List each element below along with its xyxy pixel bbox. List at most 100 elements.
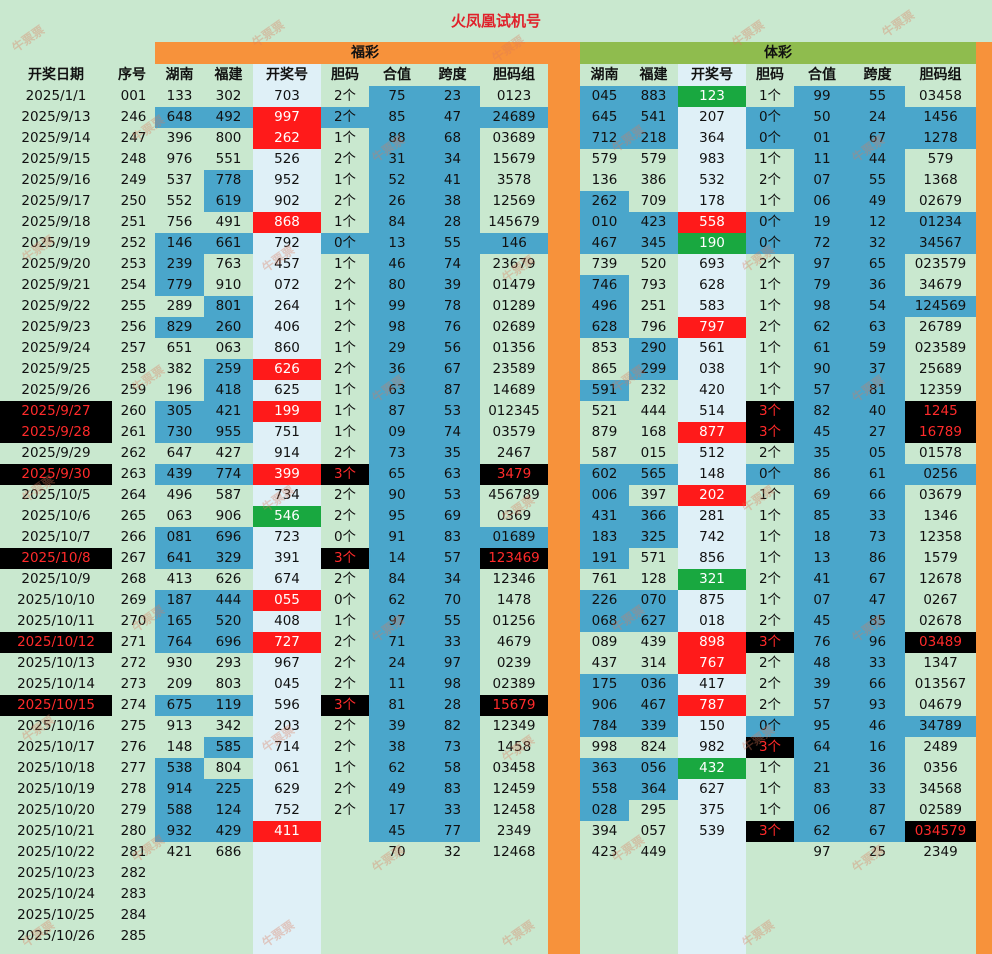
table-row: 587 015 512 2个 35 05 01578 (580, 443, 976, 464)
fucai-dan-group-cell: 1478 (496, 592, 532, 608)
fucai-dan-group-cell (480, 863, 548, 884)
fucai-hunan-header: 湖南 (165, 67, 194, 83)
table-row: 2025/10/17 276 (0, 737, 155, 758)
fucai-fujian-cell: 906 (215, 508, 242, 524)
seq-cell: 283 (120, 886, 147, 902)
ticai-sum-cell: 98 (794, 296, 850, 317)
ticai-hunan-cell: 010 (580, 212, 629, 233)
ticai-sum-cell: 50 (794, 107, 850, 128)
ticai-draw-number-cell: 539 (699, 823, 725, 839)
ticai-fujian-cell: 314 (640, 655, 667, 671)
table-row: 028 295 375 1个 06 87 02589 (580, 800, 976, 821)
ticai-draw-number-cell: 767 (678, 653, 746, 674)
ticai-fujian-cell: 070 (629, 590, 678, 611)
fucai-fujian-cell: 696 (204, 527, 253, 548)
fucai-hunan-cell (155, 863, 204, 884)
date-cell: 2025/10/9 (21, 571, 91, 587)
ticai-hunan-cell: 068 (580, 611, 629, 632)
table-row: 133 302 703 2个 75 23 0123 (155, 86, 548, 107)
ticai-dan-count-cell: 2个 (758, 613, 782, 629)
ticai-sum-cell: 97 (813, 844, 831, 860)
ticai-hunan-cell: 136 (591, 172, 618, 188)
table-row: 063 906 546 2个 95 69 0369 (155, 506, 548, 527)
fucai-sum-cell: 38 (369, 737, 425, 758)
table-row: 136 386 532 2个 07 55 1368 (580, 170, 976, 191)
ticai-fujian-header: 福建 (639, 67, 668, 83)
fucai-dan-group-cell: 15679 (492, 151, 536, 167)
ticai-span-cell: 59 (850, 338, 905, 359)
fucai-hunan-cell: 647 (166, 445, 193, 461)
fucai-dan-group-cell: 12569 (492, 193, 536, 209)
fucai-dan-count-cell: 1个 (333, 256, 357, 272)
fucai-sum-cell: 99 (369, 296, 425, 317)
ticai-dan-count-cell: 2个 (758, 676, 782, 692)
ticai-sum-cell: 57 (794, 695, 850, 716)
fucai-dan-group-cell: 03689 (492, 130, 536, 146)
table-row: 2025/10/25 284 (0, 905, 155, 926)
fucai-dan-count-cell: 2个 (333, 508, 357, 524)
ticai-fujian-cell: 565 (629, 464, 678, 485)
ticai-fujian-cell: 793 (640, 277, 667, 293)
table-row: 930 293 967 2个 24 97 0239 (155, 653, 548, 674)
seq-cell: 268 (120, 571, 147, 587)
date-cell: 2025/10/10 (17, 592, 95, 608)
fucai-fujian-cell: 429 (204, 821, 253, 842)
fucai-fujian-cell: 686 (215, 844, 242, 860)
table-row: 2025/10/11 270 (0, 611, 155, 632)
ticai-span-cell: 85 (850, 611, 905, 632)
table-row (155, 905, 548, 926)
ticai-dan-count-cell: 1个 (758, 277, 782, 293)
fucai-draw-number-cell: 526 (274, 151, 300, 167)
ticai-fujian-cell (629, 905, 678, 926)
ticai-fujian-cell: 364 (629, 779, 678, 800)
ticai-span-cell: 81 (850, 380, 905, 401)
fucai-hunan-cell: 209 (166, 676, 193, 692)
ticai-dan-count-cell: 2个 (758, 256, 782, 272)
ticai-sum-cell (794, 905, 850, 926)
ticai-dan-group-cell (905, 863, 976, 884)
ticai-draw-number-cell: 558 (678, 212, 746, 233)
fucai-fujian-cell: 585 (204, 737, 253, 758)
fucai-span-cell: 97 (425, 653, 480, 674)
ticai-draw-number-cell (678, 842, 746, 863)
seq-cell: 253 (120, 256, 147, 272)
table-row: 998 824 982 3个 64 16 2489 (580, 737, 976, 758)
ticai-draw-number-cell: 983 (699, 151, 725, 167)
fucai-fujian-cell: 225 (204, 779, 253, 800)
seq-cell: 257 (120, 340, 147, 356)
ticai-span-cell: 66 (850, 674, 905, 695)
fucai-dan-count-cell: 2个 (333, 634, 357, 650)
ticai-span-cell: 32 (850, 233, 905, 254)
fucai-dan-count-cell: 2个 (333, 676, 357, 692)
table-row: 579 579 983 1个 11 44 579 (580, 149, 976, 170)
table-row: 2025/10/5 264 (0, 485, 155, 506)
ticai-span-cell: 16 (850, 737, 905, 758)
date-cell: 2025/10/21 (17, 823, 95, 839)
ticai-dan-count-cell: 0个 (746, 716, 794, 737)
fucai-draw-number-cell: 751 (274, 424, 300, 440)
fucai-draw-number-cell: 952 (274, 172, 300, 188)
table-row: 437 314 767 2个 48 33 1347 (580, 653, 976, 674)
ticai-fujian-cell: 299 (629, 359, 678, 380)
fucai-dan-count-cell: 1个 (333, 298, 357, 314)
table-row: 396 800 262 1个 88 68 03689 (155, 128, 548, 149)
table-row: 2025/10/10 269 (0, 590, 155, 611)
ticai-draw-number-cell: 693 (699, 256, 725, 272)
ticai-dan-group-cell: 02679 (919, 193, 962, 209)
ticai-dan-group-cell: 2489 (923, 739, 958, 755)
ticai-hunan-header: 湖南 (590, 67, 619, 83)
ticai-hunan-cell: 045 (580, 86, 629, 107)
ticai-draw-number-cell (678, 905, 746, 926)
fucai-dan-group-cell: 12349 (492, 718, 536, 734)
fucai-dan-count-cell: 1个 (333, 760, 357, 776)
table-row: 2025/10/13 272 (0, 653, 155, 674)
seq-cell: 278 (120, 781, 147, 797)
seq-cell: 252 (120, 235, 147, 251)
table-row (580, 905, 976, 926)
ticai-dan-count-cell: 1个 (758, 340, 782, 356)
fucai-span-cell (425, 884, 480, 905)
fucai-span-cell (425, 863, 480, 884)
ticai-dan-count-cell: 3个 (746, 422, 794, 443)
seq-cell: 251 (120, 214, 147, 230)
ticai-span-cell: 44 (850, 149, 905, 170)
